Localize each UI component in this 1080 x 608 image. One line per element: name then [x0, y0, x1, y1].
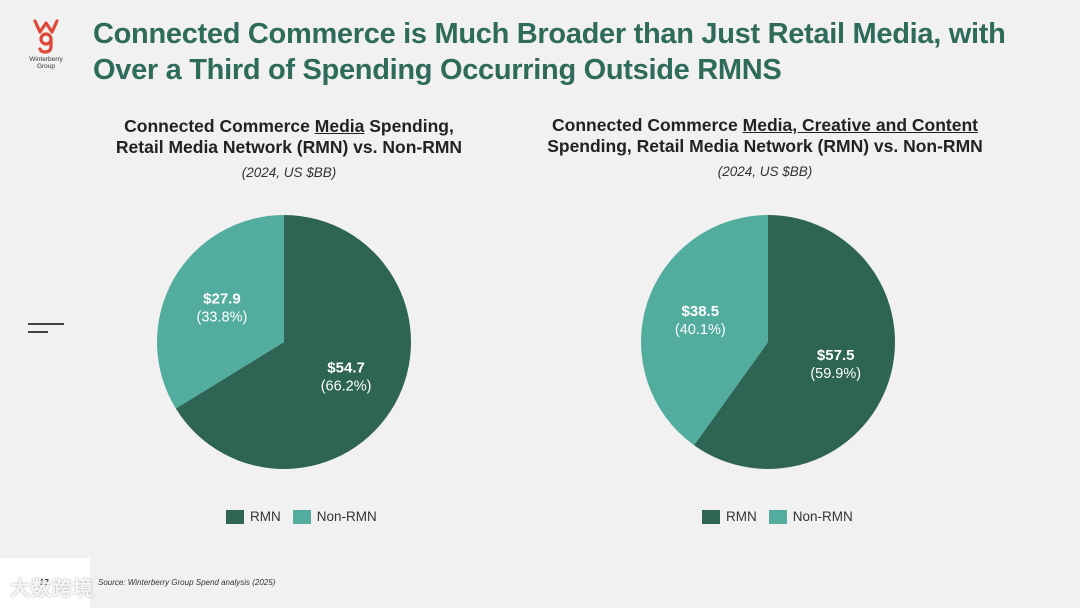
chart1-legend-rmn-swatch [226, 509, 244, 524]
chart2-legend-rmn-swatch [702, 509, 720, 524]
chart2-title-pre: Connected Commerce [552, 115, 743, 135]
chart1-legend-nonrmn: Non-RMN [292, 509, 377, 524]
logo-text-line1: Winterberry [29, 56, 63, 63]
chart1-title-line2: Retail Media Network (RMN) vs. Non-RMN [115, 137, 463, 157]
source-note: Source: Winterberry Group Spend analysis… [98, 578, 276, 587]
chart1-title-line1: Connected Commerce Media Spending, [64, 116, 514, 137]
chart2-label-value-nonrmn: $38.5 [682, 303, 720, 320]
chart1-title: Connected Commerce Media Spending, Retai… [64, 116, 514, 158]
page-title-line2: Over a Third of Spending Occurring Outsi… [93, 54, 782, 86]
chart2-legend-nonrmn: Non-RMN [768, 509, 853, 524]
footer-box [0, 558, 90, 608]
chart1-slice-rmn [175, 215, 411, 469]
chart1-legend-nonrmn-label: Non-RMN [316, 509, 377, 524]
chart2-title: Connected Commerce Media, Creative and C… [520, 115, 1010, 157]
chart2-title-line1: Connected Commerce Media, Creative and C… [520, 115, 1010, 136]
chart2-title-line2: Spending, Retail Media Network (RMN) vs.… [547, 136, 983, 156]
decorative-dash-top [28, 323, 64, 325]
chart1-label-pct-nonrmn: (33.8%) [197, 309, 248, 325]
chart2-label-value-rmn: $57.5 [817, 347, 855, 364]
chart1-title-pre: Connected Commerce [124, 116, 315, 136]
watermark: 大数跨境 [10, 578, 94, 600]
chart1-pie: $54.7 (66.2%) $27.9 (33.8%) [157, 215, 411, 469]
chart1-label-value-nonrmn: $27.9 [203, 290, 241, 307]
chart1-label-pct-rmn: (66.2%) [321, 379, 372, 395]
chart1-legend-nonrmn-swatch [292, 509, 311, 524]
logo-text: Winterberry Group [22, 56, 70, 70]
chart1-legend-rmn: RMN [226, 509, 281, 524]
page-title: Connected Commerce is Much Broader than … [93, 16, 1053, 88]
chart2-pie: $57.5 (59.9%) $38.5 (40.1%) [641, 215, 895, 469]
chart2-subtitle: (2024, US $BB) [717, 164, 813, 179]
chart2-legend: RMN Non-RMN [702, 509, 865, 524]
chart2-legend-rmn-label: RMN [726, 509, 757, 524]
chart2-slice-nonrmn [641, 215, 768, 446]
chart2-legend-nonrmn-label: Non-RMN [792, 509, 853, 524]
chart1-legend-rmn-label: RMN [250, 509, 281, 524]
chart2-label-pct-rmn: (59.9%) [810, 366, 861, 382]
chart1-slice-nonrmn [157, 215, 284, 409]
chart1-title-underlined: Media [314, 116, 365, 136]
chart1-subtitle: (2024, US $BB) [241, 165, 337, 180]
chart2-slice-rmn [694, 215, 895, 469]
page-title-line1: Connected Commerce is Much Broader than … [93, 18, 1006, 50]
winterberry-logo: Winterberry Group [22, 18, 70, 70]
chart2-title-underlined: Media, Creative and Content [742, 115, 978, 135]
wg-logo-mark [33, 19, 59, 54]
logo-text-line2: Group [36, 63, 56, 70]
chart1-label-value-rmn: $54.7 [327, 360, 365, 377]
chart2-label-pct-nonrmn: (40.1%) [675, 322, 726, 338]
chart2-legend-nonrmn-swatch [768, 509, 787, 524]
chart1-legend: RMN Non-RMN [226, 509, 389, 524]
chart1-title-post: Spending, [364, 116, 454, 136]
page-number: 27 [40, 578, 49, 587]
decorative-dash-bottom [28, 331, 48, 333]
chart2-legend-rmn: RMN [702, 509, 757, 524]
